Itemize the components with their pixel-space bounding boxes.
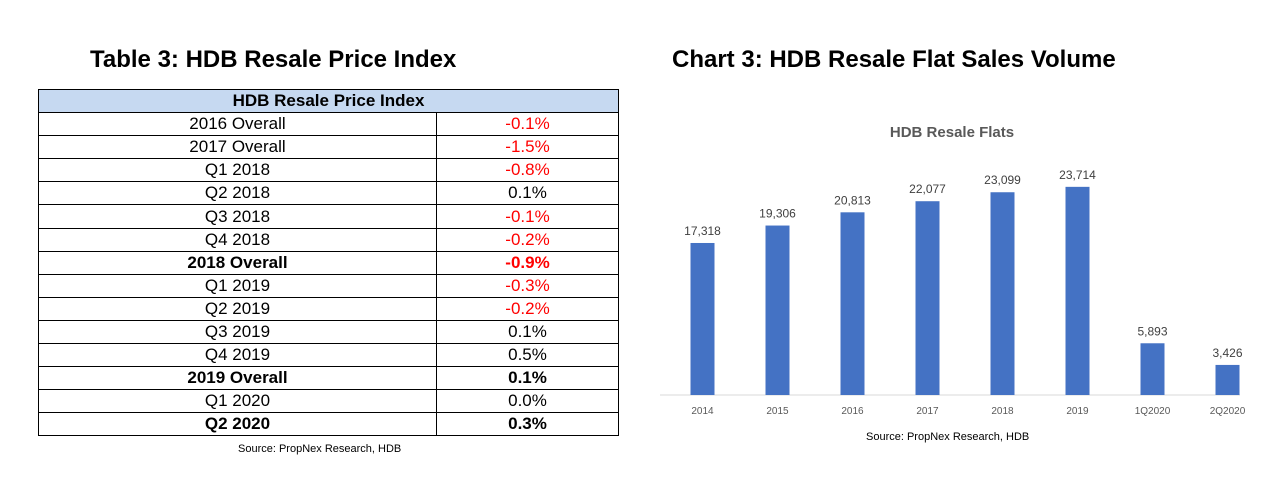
bar-1q2020 <box>1140 343 1165 395</box>
row-value: -0.1% <box>436 204 619 229</box>
table-row: Q3 2019 0.1% <box>38 319 619 345</box>
row-value: 0.1% <box>436 181 619 206</box>
row-label: 2017 Overall <box>38 135 437 160</box>
row-value: -0.2% <box>436 296 619 321</box>
x-tick-label: 2018 <box>991 406 1014 417</box>
resale-price-index-table: HDB Resale Price Index 2016 Overall -0.1%… <box>38 88 619 437</box>
x-tick-label: 2014 <box>691 406 714 417</box>
data-label: 17,318 <box>684 224 721 238</box>
row-label: Q4 2018 <box>38 227 437 252</box>
x-tick-label: 1Q2020 <box>1135 406 1171 417</box>
bar-2019 <box>1065 186 1090 395</box>
row-label: Q2 2020 <box>38 412 437 437</box>
table-row: Q4 2019 0.5% <box>38 343 619 368</box>
table-row: Q1 2019 -0.3% <box>38 273 619 298</box>
data-label: 23,099 <box>984 173 1021 187</box>
row-value: 0.3% <box>436 412 619 437</box>
chart-title: HDB Resale Flats <box>890 124 1014 141</box>
bar-2016 <box>840 212 865 395</box>
table-row: Q4 2018 -0.2% <box>38 227 619 252</box>
x-tick-label: 2015 <box>766 406 789 417</box>
row-label: Q2 2019 <box>38 296 437 321</box>
row-value: 0.0% <box>436 389 619 414</box>
row-value: -1.5% <box>436 135 619 160</box>
sales-volume-chart: HDB Resale Flats 17,318 2014 19,306 2015 20,… <box>660 124 1246 417</box>
row-label: Q1 2020 <box>38 389 437 414</box>
x-tick-label: 2016 <box>841 406 864 417</box>
row-value: -0.9% <box>436 250 619 275</box>
data-label: 23,714 <box>1059 168 1096 182</box>
table-row: 2016 Overall -0.1% <box>38 112 619 137</box>
row-value: 0.1% <box>436 319 619 345</box>
row-value: 0.1% <box>436 366 619 391</box>
table-row: 2019 Overall 0.1% <box>38 366 619 391</box>
row-label: 2016 Overall <box>38 112 437 137</box>
table-body: 2016 Overall -0.1% 2017 Overall -1.5% Q1 201… <box>38 112 619 437</box>
table-row: Q2 2019 -0.2% <box>38 296 619 321</box>
bar-series: 17,318 2014 19,306 2015 20,813 2016 22,077 2017… <box>684 168 1246 417</box>
table-header-row: HDB Resale Price Index <box>38 88 619 114</box>
row-label: Q1 2019 <box>38 273 437 298</box>
x-tick-label: 2019 <box>1066 406 1089 417</box>
data-label: 5,893 <box>1137 324 1167 338</box>
table-row: Q2 2018 0.1% <box>38 181 619 206</box>
row-label: Q3 2018 <box>38 204 437 229</box>
data-label: 3,426 <box>1212 346 1242 360</box>
row-label: Q3 2019 <box>38 319 437 345</box>
row-value: -0.1% <box>436 112 619 137</box>
row-label: Q4 2019 <box>38 343 437 368</box>
bar-2015 <box>765 225 790 395</box>
table-source: Source: PropNex Research, HDB <box>238 443 402 455</box>
chart-heading: Chart 3: HDB Resale Flat Sales Volume <box>672 46 1116 73</box>
x-tick-label: 2017 <box>916 406 939 417</box>
table-row: Q1 2020 0.0% <box>38 389 619 414</box>
table-heading: Table 3: HDB Resale Price Index <box>90 46 457 73</box>
bar-2018 <box>990 192 1015 395</box>
chart-source: Source: PropNex Research, HDB <box>866 431 1030 443</box>
row-value: -0.3% <box>436 273 619 298</box>
row-value: -0.8% <box>436 158 619 183</box>
row-value: -0.2% <box>436 227 619 252</box>
table-row: Q2 2020 0.3% <box>38 412 619 437</box>
data-label: 19,306 <box>759 207 796 221</box>
table-row: Q1 2018 -0.8% <box>38 158 619 183</box>
x-tick-label: 2Q2020 <box>1210 406 1246 417</box>
row-label: 2018 Overall <box>38 250 437 275</box>
table-row: 2017 Overall -1.5% <box>38 135 619 160</box>
bar-2014 <box>690 242 715 395</box>
table-header: HDB Resale Price Index <box>38 88 619 114</box>
data-label: 22,077 <box>909 182 946 196</box>
bar-2q2020 <box>1215 364 1240 395</box>
row-label: 2019 Overall <box>38 366 437 391</box>
table-row: Q3 2018 -0.1% <box>38 204 619 229</box>
row-label: Q2 2018 <box>38 181 437 206</box>
row-label: Q1 2018 <box>38 158 437 183</box>
bar-2017 <box>915 201 940 395</box>
table-row: 2018 Overall -0.9% <box>38 250 619 275</box>
row-value: 0.5% <box>436 343 619 368</box>
data-label: 20,813 <box>834 193 871 207</box>
